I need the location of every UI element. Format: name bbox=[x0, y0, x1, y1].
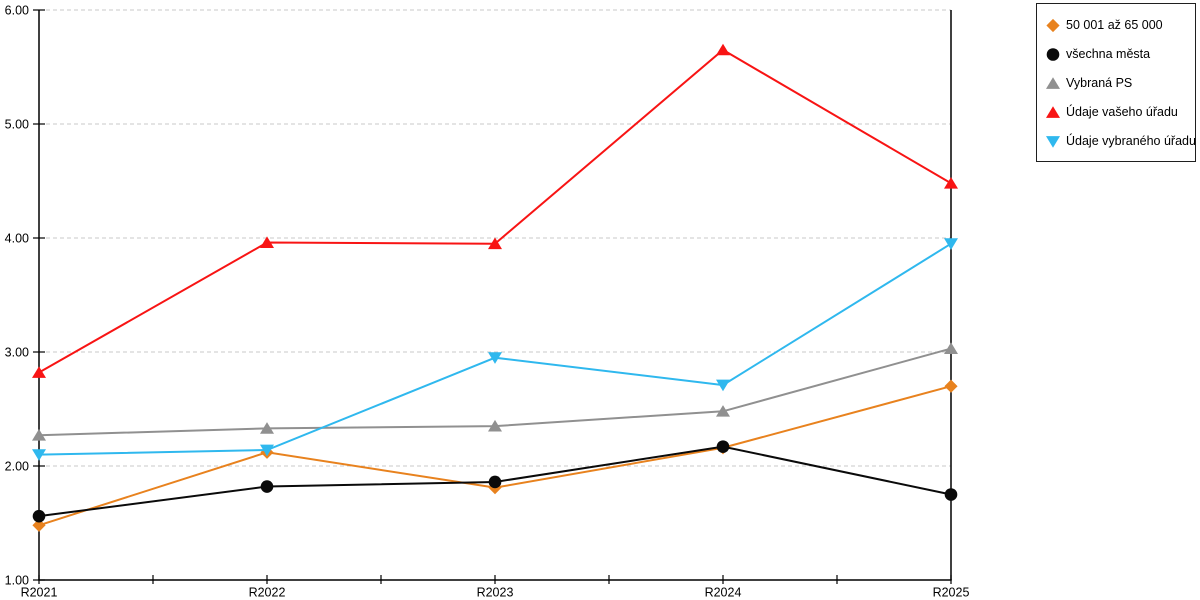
legend-label: Vybraná PS bbox=[1066, 75, 1133, 90]
data-point-marker bbox=[1046, 76, 1060, 89]
y-axis-tick-label: 5.00 bbox=[5, 118, 29, 132]
data-point-marker bbox=[944, 342, 958, 354]
data-point-marker bbox=[488, 475, 502, 489]
legend-item: Údaje vašeho úřadu bbox=[1045, 97, 1189, 126]
data-point-marker bbox=[944, 379, 958, 393]
data-point-marker bbox=[32, 366, 46, 378]
y-axis-tick-label: 6.00 bbox=[5, 4, 29, 18]
legend-item: 50 001 až 65 000 bbox=[1045, 10, 1189, 39]
data-point-marker bbox=[716, 43, 730, 56]
triangle-up-marker-icon bbox=[1046, 105, 1060, 118]
x-axis-tick-label: R2022 bbox=[249, 586, 286, 600]
legend-item: všechna města bbox=[1045, 39, 1189, 68]
y-axis-tick-label: 1.00 bbox=[5, 574, 29, 588]
triangle-down-marker-icon bbox=[1046, 135, 1060, 148]
y-axis-tick-label: 2.00 bbox=[5, 460, 29, 474]
legend-label: Údaje vybraného úřadu bbox=[1066, 133, 1196, 148]
data-point-marker bbox=[1046, 135, 1060, 148]
data-point-marker bbox=[260, 480, 274, 493]
diamond-marker-icon bbox=[1046, 18, 1060, 32]
data-point-marker bbox=[260, 444, 274, 457]
data-point-marker bbox=[488, 419, 502, 432]
x-axis-tick-label: R2024 bbox=[705, 586, 742, 600]
chart-legend: 50 001 až 65 000 všechna města Vybraná P… bbox=[1036, 3, 1196, 162]
data-point-marker bbox=[32, 509, 46, 523]
data-point-marker bbox=[32, 429, 46, 441]
line-chart: 1.00 2.00 3.00 4.00 5.00 6.00 R2021 R2022 R2023 R… bbox=[5, 4, 970, 600]
data-point-marker bbox=[32, 449, 46, 461]
data-point-marker bbox=[944, 488, 958, 501]
x-axis-tick-label: R2023 bbox=[477, 586, 514, 600]
y-axis-tick-label: 4.00 bbox=[5, 232, 29, 246]
legend-item: Údaje vybraného úřadu bbox=[1045, 126, 1196, 155]
data-point-marker bbox=[716, 405, 730, 417]
data-point-marker bbox=[944, 177, 958, 189]
data-point-marker bbox=[716, 379, 730, 392]
legend-item: Vybraná PS bbox=[1045, 68, 1189, 97]
legend-label: Údaje vašeho úřadu bbox=[1066, 104, 1178, 119]
legend-label: 50 001 až 65 000 bbox=[1066, 17, 1163, 32]
data-point-marker bbox=[260, 236, 274, 248]
data-point-marker bbox=[944, 238, 958, 250]
data-point-marker bbox=[1046, 105, 1060, 118]
data-point-marker bbox=[32, 518, 46, 532]
series-line-3 bbox=[38, 48, 952, 374]
legend-label: všechna města bbox=[1066, 46, 1151, 61]
series-line-0 bbox=[38, 385, 952, 527]
data-point-marker bbox=[716, 440, 730, 453]
circle-marker-icon bbox=[1046, 47, 1060, 61]
data-point-marker bbox=[1046, 18, 1060, 32]
data-point-marker bbox=[260, 422, 274, 434]
data-point-marker bbox=[488, 352, 502, 364]
data-point-marker bbox=[488, 237, 502, 250]
triangle-up-marker-icon bbox=[1046, 76, 1060, 89]
x-axis-tick-label: R2025 bbox=[933, 586, 970, 600]
data-point-marker bbox=[1046, 47, 1060, 61]
y-axis-tick-label: 3.00 bbox=[5, 346, 29, 360]
x-axis-tick-label: R2021 bbox=[21, 586, 58, 600]
